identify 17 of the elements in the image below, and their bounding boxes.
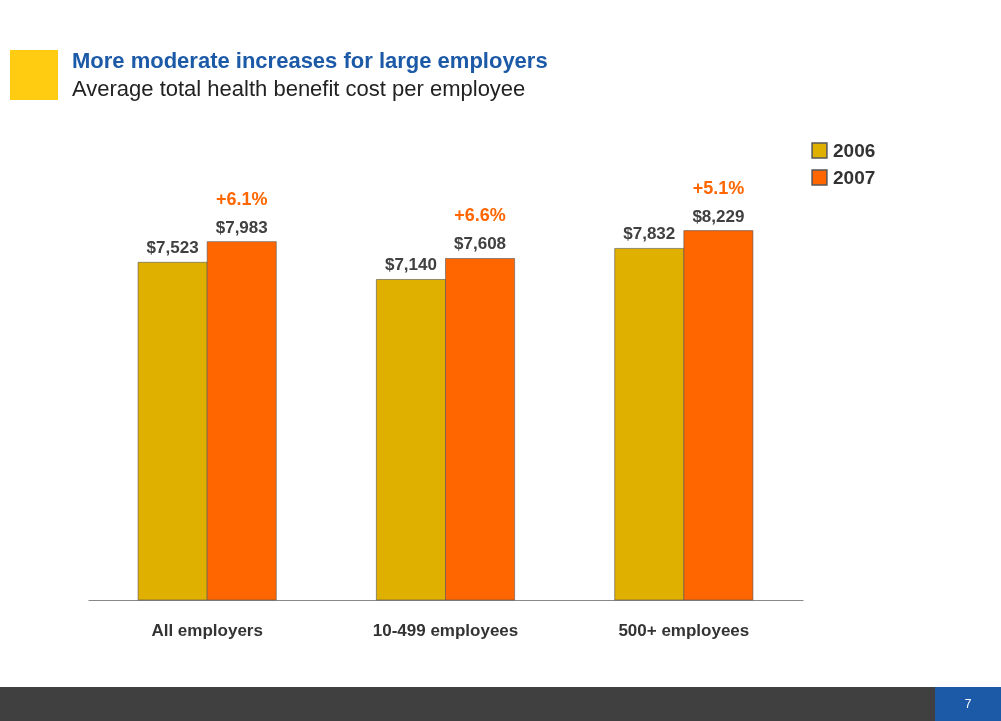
text: 7	[935, 687, 1001, 721]
legend-label: 2006	[833, 139, 876, 161]
data-label: $7,523	[146, 238, 199, 258]
chart-subtitle: Average total health benefit cost per employee	[72, 76, 526, 102]
annotation: +6.6%	[454, 205, 506, 226]
data-label: $7,608	[454, 234, 507, 254]
annotation: +6.1%	[215, 188, 268, 209]
data-label: $8,229	[692, 206, 745, 226]
x-tick-label: All employers	[151, 620, 263, 640]
chart-title: More moderate increases for large employers	[72, 48, 548, 74]
data-label: $7,140	[384, 255, 437, 275]
x-tick-label: 10-499 employees	[372, 620, 519, 640]
legend-label: 2007	[833, 166, 876, 188]
data-label: $7,832	[623, 224, 676, 244]
x-tick-label: 500+ employees	[618, 620, 750, 640]
annotation: +5.1%	[692, 177, 745, 198]
data-label: $7,983	[215, 217, 268, 237]
